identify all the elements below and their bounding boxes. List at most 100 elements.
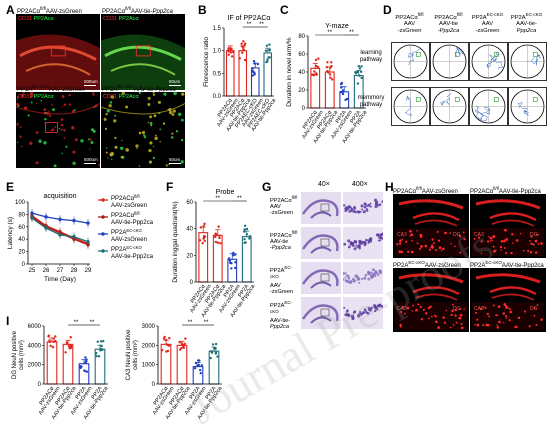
dg-layer-inner xyxy=(491,293,535,301)
cell-signal xyxy=(40,99,42,102)
row-label-text: AAV xyxy=(270,204,281,211)
data-point xyxy=(230,55,234,58)
swim-path xyxy=(404,95,412,117)
neun-cell xyxy=(450,242,452,245)
cell-signal xyxy=(108,104,112,108)
neun-cell xyxy=(396,243,399,246)
neun-cell xyxy=(473,238,476,240)
neun-cell xyxy=(504,228,507,232)
region-label-ca3: CA3 xyxy=(474,306,484,312)
micrograph-image xyxy=(101,92,185,167)
platform xyxy=(532,97,538,102)
y-tick-label: 0 xyxy=(22,262,26,268)
data-point xyxy=(234,266,237,270)
superscript: fl/fl xyxy=(134,194,139,199)
neun-cell xyxy=(510,251,513,255)
maze-row-label: learning pathway xyxy=(352,50,390,64)
platform xyxy=(415,52,421,57)
data-point xyxy=(313,70,316,73)
cell-signal xyxy=(60,123,64,127)
neun-cell xyxy=(427,306,431,310)
neun-cell xyxy=(505,238,509,241)
ca-layer xyxy=(475,199,541,210)
data-point xyxy=(216,355,219,358)
cell-signal xyxy=(110,152,114,156)
neuron xyxy=(363,276,367,280)
neun-cell xyxy=(449,232,451,235)
neun-cell xyxy=(411,239,414,242)
data-point xyxy=(228,259,232,263)
data-point xyxy=(203,222,206,226)
superscript: fl/fl xyxy=(416,186,422,191)
cell-signal xyxy=(107,157,109,159)
cell-signal xyxy=(135,144,139,148)
y-tick-label: 40 xyxy=(298,70,305,76)
data-point xyxy=(266,58,269,61)
legend-entry: PP2ACαfl/fl xyxy=(111,194,140,202)
nissl-row-label: PP2AEC-cKO AAV-tie- Ppp2ca xyxy=(270,300,300,331)
y-tick-label: 20 xyxy=(186,253,193,259)
data-point xyxy=(64,351,67,354)
neun-cell xyxy=(511,233,514,236)
cell-signal xyxy=(44,118,47,121)
neun-cell xyxy=(454,314,457,317)
neun-cell xyxy=(534,239,538,243)
y-tick-label: 2000 xyxy=(28,363,42,369)
superscript: EC-cKO xyxy=(486,12,504,17)
data-point xyxy=(325,65,329,69)
data-point xyxy=(48,339,51,342)
micrograph-tile xyxy=(16,14,100,90)
header-text: -Ppp2ca xyxy=(437,27,460,34)
zoom-box xyxy=(320,273,330,282)
header-text: AAV-zsGreen xyxy=(424,263,461,269)
panel-label-f: F xyxy=(166,180,174,194)
cell-signal xyxy=(106,109,110,113)
cell-signal xyxy=(43,108,47,112)
data-point xyxy=(268,43,271,46)
neuron xyxy=(347,245,351,249)
row-label-line: PP2AEC-cKO xyxy=(270,265,300,283)
data-point xyxy=(354,71,357,74)
chart-title: Probe xyxy=(216,189,235,196)
significance-label: ** xyxy=(259,22,264,28)
data-point xyxy=(330,78,334,81)
cell-signal xyxy=(138,131,142,135)
data-point xyxy=(54,335,57,338)
dentate-band xyxy=(110,63,176,76)
row-label-text: Ppp2ca xyxy=(270,324,289,331)
cell-signal xyxy=(27,114,30,117)
neuron xyxy=(349,280,353,283)
superscript: fl/fl xyxy=(134,211,139,216)
superscript: fl/fl xyxy=(125,6,131,11)
maze-column-header: PP2AEC-cKO AAV -zsGreen xyxy=(469,12,506,34)
header-text: PP2ACα xyxy=(470,189,494,195)
nissl-400x-image xyxy=(343,192,383,224)
y-tick-label: 0.0 xyxy=(213,94,222,100)
neuron xyxy=(352,311,356,314)
label-text: PP2A xyxy=(111,247,126,253)
data-point xyxy=(256,62,260,66)
neuron xyxy=(344,272,347,275)
neun-cell xyxy=(482,324,485,327)
data-point xyxy=(251,70,255,73)
data-point xyxy=(248,237,251,240)
cell-signal xyxy=(125,148,129,152)
data-point xyxy=(200,364,203,367)
swim-path xyxy=(440,92,452,106)
region-label-dg: DG xyxy=(530,306,538,312)
cell-signal xyxy=(38,139,42,143)
data-point xyxy=(202,224,205,228)
channel-label: CD31 PP2Acα xyxy=(18,16,54,23)
zoom-box xyxy=(44,121,58,133)
maze-row-label: memmory pathway xyxy=(352,95,390,109)
data-point xyxy=(356,70,359,74)
cell-signal xyxy=(163,92,167,96)
neun-cell xyxy=(535,323,538,326)
cell-signal xyxy=(105,112,108,116)
data-point xyxy=(216,241,220,244)
header-text: AAV-tie- xyxy=(130,9,153,15)
neun-cell xyxy=(459,251,462,254)
row-label-text: AAV-tie xyxy=(270,239,289,246)
data-point xyxy=(245,233,249,236)
data-point xyxy=(316,66,320,69)
